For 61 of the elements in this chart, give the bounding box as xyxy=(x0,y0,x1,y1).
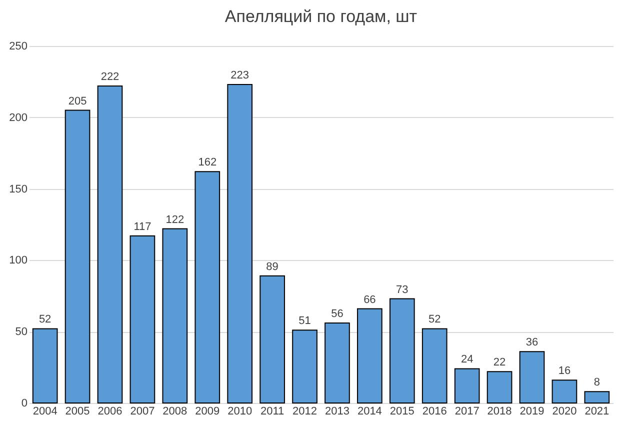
data-label: 222 xyxy=(100,70,120,83)
bar xyxy=(454,368,480,404)
bar xyxy=(194,171,220,404)
data-label: 89 xyxy=(266,260,278,273)
x-tick-label: 2021 xyxy=(584,406,610,418)
data-label: 122 xyxy=(166,214,184,226)
y-tick-label: 250 xyxy=(9,40,28,52)
bar xyxy=(486,371,512,404)
bar xyxy=(227,84,253,404)
data-label: 51 xyxy=(298,315,311,328)
bar xyxy=(260,275,285,404)
x-tick-label: 2014 xyxy=(357,406,382,418)
x-tick-label: 2010 xyxy=(228,406,252,418)
x-tick-label: 2005 xyxy=(65,406,90,418)
x-tick-label: 2015 xyxy=(390,406,414,418)
data-label: 56 xyxy=(331,308,344,320)
bar xyxy=(552,380,578,404)
data-label: 36 xyxy=(526,336,538,349)
y-tick-label: 50 xyxy=(15,326,28,338)
bar xyxy=(389,298,415,404)
x-tick-label: 2013 xyxy=(324,406,350,418)
bar xyxy=(162,228,188,404)
data-label: 24 xyxy=(460,354,474,366)
y-tick-label: 150 xyxy=(9,183,28,196)
y-tick-label: 0 xyxy=(21,398,28,410)
data-label: 22 xyxy=(493,356,506,369)
bar xyxy=(422,328,448,404)
data-label: 117 xyxy=(134,220,152,233)
data-label: 16 xyxy=(558,365,571,378)
data-label: 52 xyxy=(38,314,52,326)
chart-title: Апелляций по годам, шт xyxy=(224,7,418,26)
data-label: 205 xyxy=(68,95,87,108)
bar xyxy=(357,308,382,404)
x-tick-label: 2011 xyxy=(260,406,284,418)
x-tick-label: 2016 xyxy=(422,406,447,418)
bar xyxy=(32,328,58,404)
x-tick-label: 2006 xyxy=(98,406,122,418)
x-tick-label: 2017 xyxy=(454,406,480,418)
data-label: 223 xyxy=(230,70,250,82)
bar xyxy=(324,322,350,404)
data-label: 73 xyxy=(396,284,408,296)
x-tick-label: 2008 xyxy=(162,406,188,418)
data-label: 162 xyxy=(198,156,217,169)
y-tick-label: 200 xyxy=(9,112,28,124)
x-tick-label: 2018 xyxy=(487,406,512,418)
bar xyxy=(584,391,610,404)
data-label: 8 xyxy=(594,376,600,389)
x-tick-label: 2012 xyxy=(292,406,318,418)
x-tick-label: 2009 xyxy=(195,406,220,418)
y-tick-label: 100 xyxy=(9,254,28,267)
data-label: 66 xyxy=(364,294,376,306)
x-tick-label: 2007 xyxy=(130,406,155,418)
data-label: 52 xyxy=(428,314,441,326)
x-tick-label: 2020 xyxy=(552,406,577,418)
x-tick-label: 2019 xyxy=(520,406,544,418)
bar xyxy=(519,351,545,404)
bar xyxy=(292,330,318,404)
bar xyxy=(97,85,123,404)
x-tick-label: 2004 xyxy=(32,406,58,418)
bar xyxy=(64,110,90,404)
bar xyxy=(130,235,156,404)
